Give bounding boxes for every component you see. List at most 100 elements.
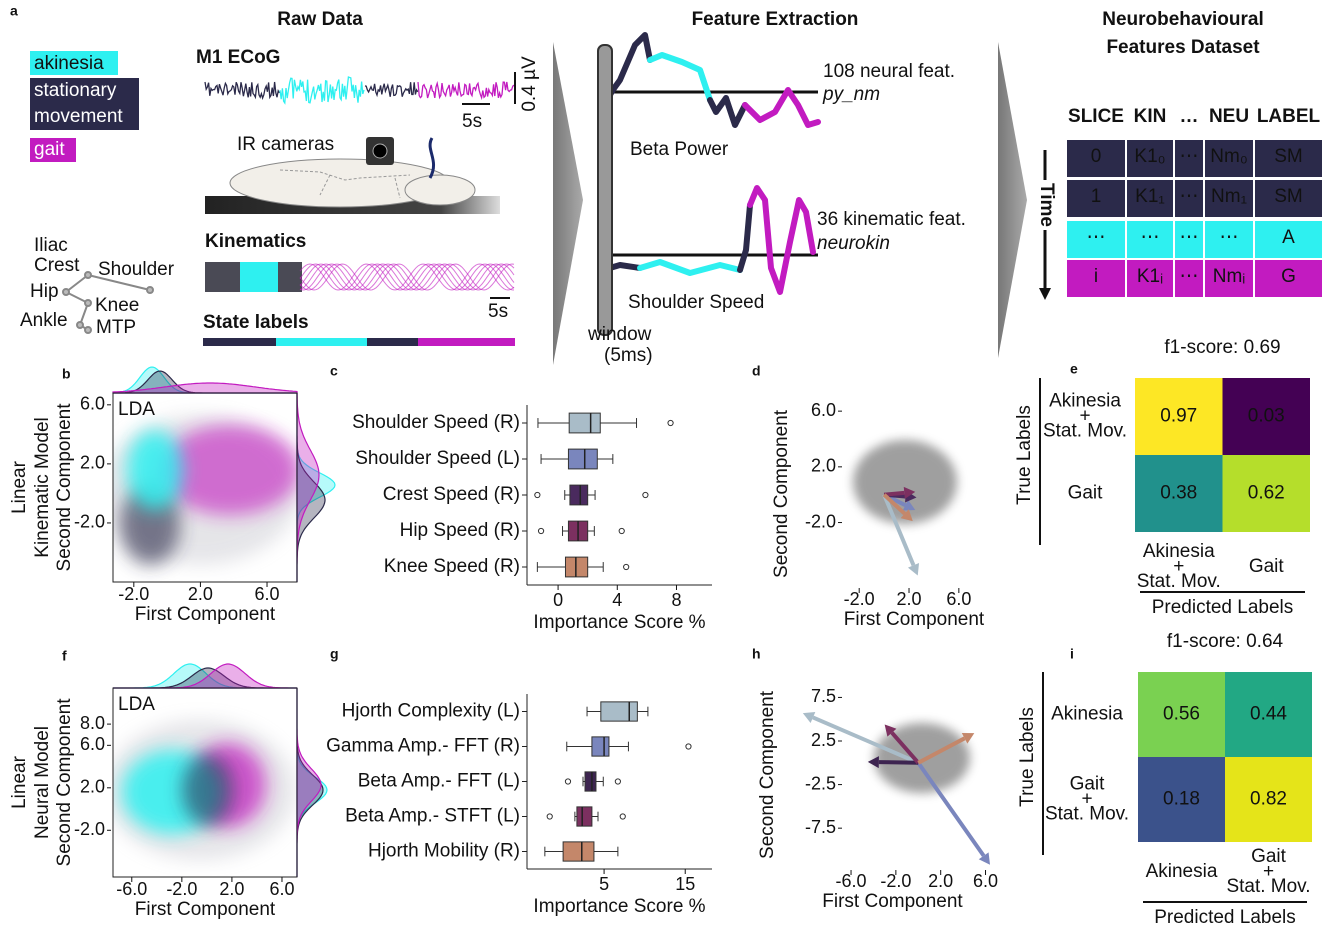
heading: Neurobehavioural: [1102, 9, 1264, 30]
x-axis-label: Predicted Labels: [1152, 597, 1294, 618]
x-tick-label: 4: [612, 590, 622, 610]
legend-label: gait: [34, 139, 65, 160]
kinematics-title: Kinematics: [205, 231, 306, 252]
ecog-segment: [205, 82, 279, 98]
x-tick-label: 5: [599, 874, 609, 894]
model-label: Neural Model: [32, 726, 53, 839]
outlier: [565, 779, 570, 784]
ecog-segment: [280, 77, 364, 103]
skeleton-label: Knee: [95, 295, 139, 316]
box: [569, 413, 600, 433]
density: [297, 688, 321, 877]
decoration: [63, 289, 69, 295]
skeleton-label: MTP: [96, 317, 136, 338]
table-text: 0: [1091, 146, 1102, 167]
time-arrow-head: [1039, 288, 1051, 300]
outlier: [620, 814, 625, 819]
table-text: Nm₀: [1210, 146, 1247, 167]
cell-value: 0.44: [1250, 704, 1287, 725]
row-label: Akinesia: [1051, 704, 1123, 725]
feature-trace: [740, 205, 750, 270]
decoration: [182, 754, 234, 826]
table-header: NEU: [1209, 106, 1249, 127]
outlier: [624, 564, 629, 569]
kin-segment: [205, 262, 240, 292]
annotation: LDA: [118, 694, 155, 715]
lda-cloud: [100, 415, 300, 565]
heatmap-title: f1-score: 0.69: [1164, 337, 1280, 358]
category-label: Hjorth Complexity (L): [342, 701, 520, 722]
table-header: …: [1180, 106, 1199, 127]
feature-traces: [603, 35, 818, 292]
table-text: Nm₁: [1211, 186, 1247, 207]
heading: Feature Extraction: [692, 9, 859, 30]
scale-label: 5s: [462, 111, 482, 132]
cell-value: 0.18: [1163, 789, 1200, 810]
table-text: i: [1094, 266, 1098, 287]
table-text: K1₀: [1134, 146, 1165, 167]
lda-cloud: [105, 720, 295, 860]
table-text: 1: [1091, 186, 1102, 207]
legend-label: akinesia: [34, 53, 104, 74]
state-segment: [418, 338, 515, 346]
table-header: KIN: [1134, 106, 1167, 127]
x-tick-label: -6.0: [836, 871, 867, 891]
y-tick-label: 2.0: [80, 453, 105, 473]
decoration: [85, 327, 91, 333]
x-tick-label: -2.0: [118, 584, 149, 604]
rat-head: [405, 175, 475, 205]
state-labels-title: State labels: [203, 312, 309, 333]
category-label: Crest Speed (R): [383, 484, 520, 505]
x-tick-label: -6.0: [116, 879, 147, 899]
decoration: [85, 272, 91, 278]
feature-trace: [750, 188, 813, 292]
y-axis-label: Second Component: [54, 403, 75, 572]
x-tick-label: 2.0: [897, 589, 922, 609]
feature-trace: [710, 98, 745, 125]
outlier: [615, 779, 620, 784]
y-tick-label: -2.0: [74, 819, 105, 839]
feature-example: Shoulder Speed: [628, 292, 764, 313]
x-tick-label: -2.0: [166, 879, 197, 899]
panel-label: b: [62, 366, 71, 382]
skeleton-label: Iliac: [34, 235, 68, 256]
table-text: Nmᵢ: [1213, 266, 1246, 287]
table-text: ⋯: [1087, 227, 1106, 248]
x-tick-label: 6.0: [255, 584, 280, 604]
feature-example: Beta Power: [630, 139, 729, 160]
skeleton-label: Ankle: [20, 310, 68, 331]
y-tick-label: 2.5: [811, 730, 836, 750]
kin-segment: [278, 262, 302, 292]
box: [577, 807, 592, 826]
box: [570, 485, 588, 505]
panel-label: e: [1070, 361, 1078, 377]
x-tick-label: 8: [671, 590, 681, 610]
y-axis-label: True Labels: [1014, 405, 1035, 505]
x-axis-label: First Component: [844, 609, 985, 630]
x-axis-label: First Component: [135, 899, 276, 920]
x-tick-label: 6.0: [946, 589, 971, 609]
kin-segment: [240, 262, 278, 292]
column-label: Stat. Mov.: [1137, 571, 1221, 592]
category-label: Beta Amp.- STFT (L): [345, 806, 520, 827]
cell-value: 0.62: [1248, 483, 1285, 504]
y-axis-label: Second Component: [771, 409, 792, 578]
y-tick-label: -2.5: [805, 773, 836, 793]
heading: Raw Data: [277, 9, 363, 30]
x-tick-label: 2.0: [188, 584, 213, 604]
scale-label: 0.4 µV: [519, 56, 540, 112]
arrow-shaft: [879, 762, 918, 763]
kinematics-trace: [205, 262, 514, 292]
skeleton-label: Shoulder: [98, 259, 175, 280]
x-axis-label: Predicted Labels: [1154, 907, 1296, 925]
table-text: A: [1282, 227, 1295, 248]
panel-label: f: [62, 648, 67, 664]
table-text: G: [1281, 266, 1296, 287]
model-label: Kinematic Model: [32, 417, 53, 557]
model-label: Linear: [9, 460, 30, 513]
outlier: [547, 814, 552, 819]
y-tick-label: 2.0: [811, 456, 836, 476]
ecog-segment: [365, 82, 418, 97]
cell-value: 0.97: [1160, 406, 1197, 427]
decoration: [147, 287, 153, 293]
